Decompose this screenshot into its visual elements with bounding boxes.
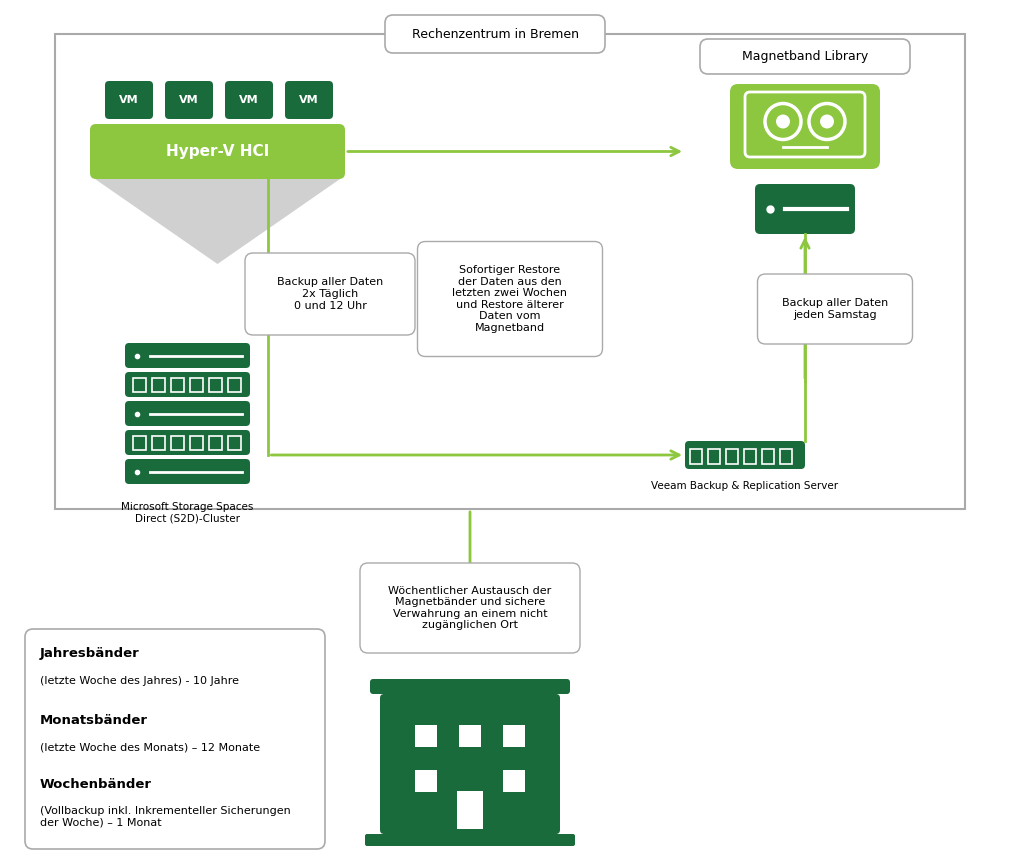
FancyBboxPatch shape (25, 629, 325, 849)
Bar (228, 436, 241, 450)
Polygon shape (95, 179, 340, 264)
Text: VM: VM (179, 95, 199, 105)
Text: Jahresbänder: Jahresbänder (40, 647, 139, 660)
FancyBboxPatch shape (418, 242, 602, 357)
Bar (171, 436, 184, 450)
FancyBboxPatch shape (365, 834, 575, 846)
Text: Monatsbänder: Monatsbänder (40, 715, 148, 727)
Circle shape (809, 104, 845, 139)
FancyBboxPatch shape (125, 343, 250, 368)
FancyBboxPatch shape (385, 15, 605, 53)
FancyBboxPatch shape (225, 81, 273, 119)
FancyBboxPatch shape (125, 459, 250, 484)
Bar (708, 449, 720, 464)
Bar (415, 725, 437, 747)
FancyBboxPatch shape (360, 563, 580, 653)
Text: (letzte Woche des Jahres) - 10 Jahre: (letzte Woche des Jahres) - 10 Jahre (40, 676, 239, 686)
FancyBboxPatch shape (730, 84, 880, 169)
Text: Wochenbänder: Wochenbänder (40, 778, 152, 791)
Bar (152, 378, 165, 392)
Text: Wöchentlicher Austausch der
Magnetbänder und sichere
Verwahrung an einem nicht
z: Wöchentlicher Austausch der Magnetbänder… (388, 586, 552, 631)
Bar (55, 34, 965, 509)
Text: Veeam Backup & Replication Server: Veeam Backup & Replication Server (651, 481, 839, 491)
FancyBboxPatch shape (755, 184, 855, 234)
Bar (190, 436, 203, 450)
Text: Magnetband Library: Magnetband Library (741, 50, 868, 63)
Bar (209, 436, 222, 450)
FancyBboxPatch shape (758, 274, 912, 344)
Circle shape (776, 115, 790, 129)
FancyBboxPatch shape (125, 372, 250, 397)
Text: VM: VM (299, 95, 318, 105)
Bar (228, 378, 241, 392)
Bar (152, 436, 165, 450)
Bar (171, 378, 184, 392)
Text: (letzte Woche des Monats) – 12 Monate: (letzte Woche des Monats) – 12 Monate (40, 742, 260, 752)
FancyBboxPatch shape (105, 81, 153, 119)
Circle shape (765, 104, 801, 139)
Bar (209, 378, 222, 392)
Bar (503, 725, 525, 747)
FancyBboxPatch shape (685, 441, 805, 469)
Circle shape (820, 115, 834, 129)
Bar (762, 449, 774, 464)
FancyBboxPatch shape (165, 81, 213, 119)
Text: Backup aller Daten
2x Täglich
0 und 12 Uhr: Backup aller Daten 2x Täglich 0 und 12 U… (276, 277, 383, 310)
Bar (457, 791, 483, 829)
Text: Hyper-V HCI: Hyper-V HCI (166, 144, 269, 159)
FancyBboxPatch shape (285, 81, 333, 119)
Text: (Vollbackup inkl. Inkrementeller Sicherungen
der Woche) – 1 Monat: (Vollbackup inkl. Inkrementeller Sicheru… (40, 806, 291, 828)
Bar (744, 449, 756, 464)
Bar (459, 725, 481, 747)
Text: Microsoft Storage Spaces
Direct (S2D)-Cluster: Microsoft Storage Spaces Direct (S2D)-Cl… (121, 502, 254, 524)
FancyBboxPatch shape (125, 430, 250, 455)
Text: Rechenzentrum in Bremen: Rechenzentrum in Bremen (412, 28, 579, 41)
Text: Backup aller Daten
jeden Samstag: Backup aller Daten jeden Samstag (782, 298, 888, 320)
FancyBboxPatch shape (380, 694, 560, 834)
FancyBboxPatch shape (125, 401, 250, 426)
FancyBboxPatch shape (700, 39, 910, 74)
Bar (415, 770, 437, 792)
Bar (690, 449, 702, 464)
Bar (780, 449, 792, 464)
Bar (503, 770, 525, 792)
Bar (133, 436, 146, 450)
Text: Sofortiger Restore
der Daten aus den
letzten zwei Wochen
und Restore älterer
Dat: Sofortiger Restore der Daten aus den let… (453, 265, 567, 333)
Bar (726, 449, 738, 464)
FancyBboxPatch shape (245, 253, 415, 335)
Text: VM: VM (119, 95, 139, 105)
Text: VM: VM (240, 95, 259, 105)
FancyBboxPatch shape (90, 124, 345, 179)
Bar (190, 378, 203, 392)
Bar (133, 378, 146, 392)
FancyBboxPatch shape (370, 679, 570, 694)
